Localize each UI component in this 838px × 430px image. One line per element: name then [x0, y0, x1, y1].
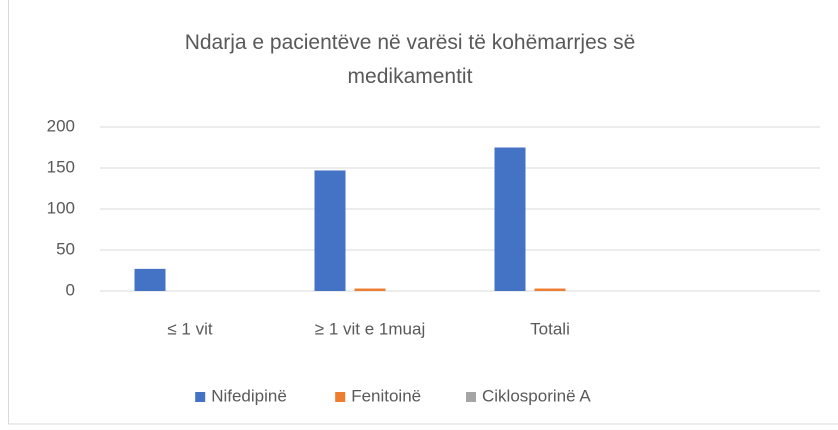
- chart-frame: [8, 0, 838, 425]
- legend-swatch: [335, 392, 346, 402]
- bar: [534, 288, 566, 291]
- y-tick-label: 50: [56, 239, 75, 258]
- y-tick-label: 200: [47, 116, 75, 135]
- legend-label: Nifedipinë: [211, 386, 287, 405]
- legend-label: Fenitoinë: [351, 386, 421, 405]
- y-tick-label: 100: [47, 198, 75, 217]
- x-tick-label: ≥ 1 vit e 1muaj: [315, 319, 425, 338]
- y-tick-label: 0: [66, 280, 75, 299]
- bar: [134, 268, 166, 291]
- legend-swatch: [195, 392, 206, 402]
- legend-swatch: [466, 392, 476, 402]
- legend-label: Ciklosporinë A: [482, 386, 591, 405]
- bar: [494, 147, 526, 291]
- bar: [314, 170, 346, 291]
- bar: [354, 288, 386, 291]
- x-tick-label: Totali: [530, 319, 570, 338]
- chart-title: Ndarja e pacientëve në varësi të kohëmar…: [184, 31, 636, 88]
- x-tick-label: ≤ 1 vit: [167, 319, 213, 338]
- y-tick-label: 150: [47, 157, 75, 176]
